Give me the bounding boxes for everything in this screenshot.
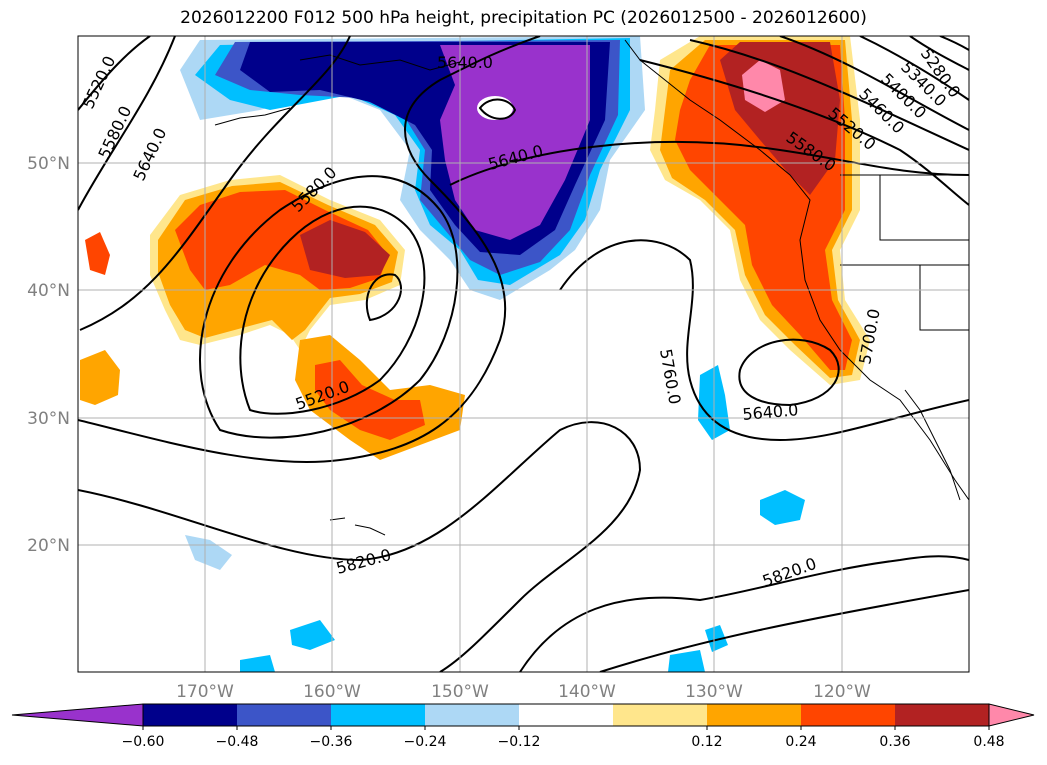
colorbar-tick-label: −0.60 [122, 734, 165, 750]
colorbar: −0.60 −0.48 −0.36 −0.24 −0.12 0.12 0.24 0.36 0.4… [11, 703, 1035, 750]
gridlines [78, 36, 969, 672]
map-area [78, 36, 969, 672]
colorbar-tick-label: −0.48 [216, 734, 259, 750]
colorbar-tick-label: −0.12 [498, 734, 541, 750]
lon-tick-label: 130°W [685, 682, 743, 702]
contour-label: 5640.0 [742, 400, 799, 424]
colorbar-segment [425, 704, 519, 726]
contour-label: 5640.0 [129, 125, 170, 184]
lat-tick-label: 20°N [27, 536, 70, 556]
height-contours [78, 36, 969, 672]
colorbar-tick-label: 0.24 [785, 734, 816, 750]
lat-tick-label: 50°N [27, 154, 70, 174]
colorbar-segment [707, 704, 801, 726]
negative-anomaly-region [180, 36, 645, 300]
contour-label: 5580.0 [94, 103, 135, 162]
contour-label: 5520.0 [78, 53, 119, 112]
map-title: 2026012200 F012 500 hPa height, precipit… [180, 8, 867, 28]
lat-axis-labels: 50°N 40°N 30°N 20°N [27, 154, 70, 556]
colorbar-tick-label: 0.48 [973, 734, 1004, 750]
lat-tick-label: 30°N [27, 409, 70, 429]
colorbar-segment [143, 704, 237, 726]
lon-axis-labels: 170°W 160°W 150°W 140°W 130°W 120°W [176, 682, 871, 702]
map-frame [77, 35, 970, 673]
contour-label: 5820.0 [334, 545, 393, 578]
colorbar-segment [613, 704, 707, 726]
positive-anomaly-coast [650, 36, 870, 385]
colorbar-frame [142, 703, 990, 727]
contour-label: 5760.0 [656, 347, 684, 405]
contour-label: 5700.0 [855, 307, 883, 365]
lon-tick-label: 170°W [176, 682, 234, 702]
colorbar-tick-label: −0.24 [404, 734, 447, 750]
colorbar-segment [895, 704, 989, 726]
colorbar-segment [519, 704, 613, 726]
lat-tick-label: 40°N [27, 281, 70, 301]
colorbar-segment [237, 704, 331, 726]
colorbar-extend-high [988, 703, 1035, 727]
lon-tick-label: 150°W [431, 682, 489, 702]
lon-tick-label: 120°W [813, 682, 871, 702]
lon-tick-label: 160°W [303, 682, 361, 702]
colorbar-tick-label: 0.12 [691, 734, 722, 750]
colorbar-extend-low [11, 703, 144, 727]
colorbar-tick-label: −0.36 [310, 734, 353, 750]
contour-label: 5640.0 [437, 53, 493, 72]
colorbar-segment [331, 704, 425, 726]
colorbar-segment [801, 704, 895, 726]
positive-anomaly-central [80, 175, 465, 460]
colorbar-tick-label: 0.36 [879, 734, 910, 750]
lon-tick-label: 140°W [558, 682, 616, 702]
contour-label: 5820.0 [760, 554, 819, 591]
